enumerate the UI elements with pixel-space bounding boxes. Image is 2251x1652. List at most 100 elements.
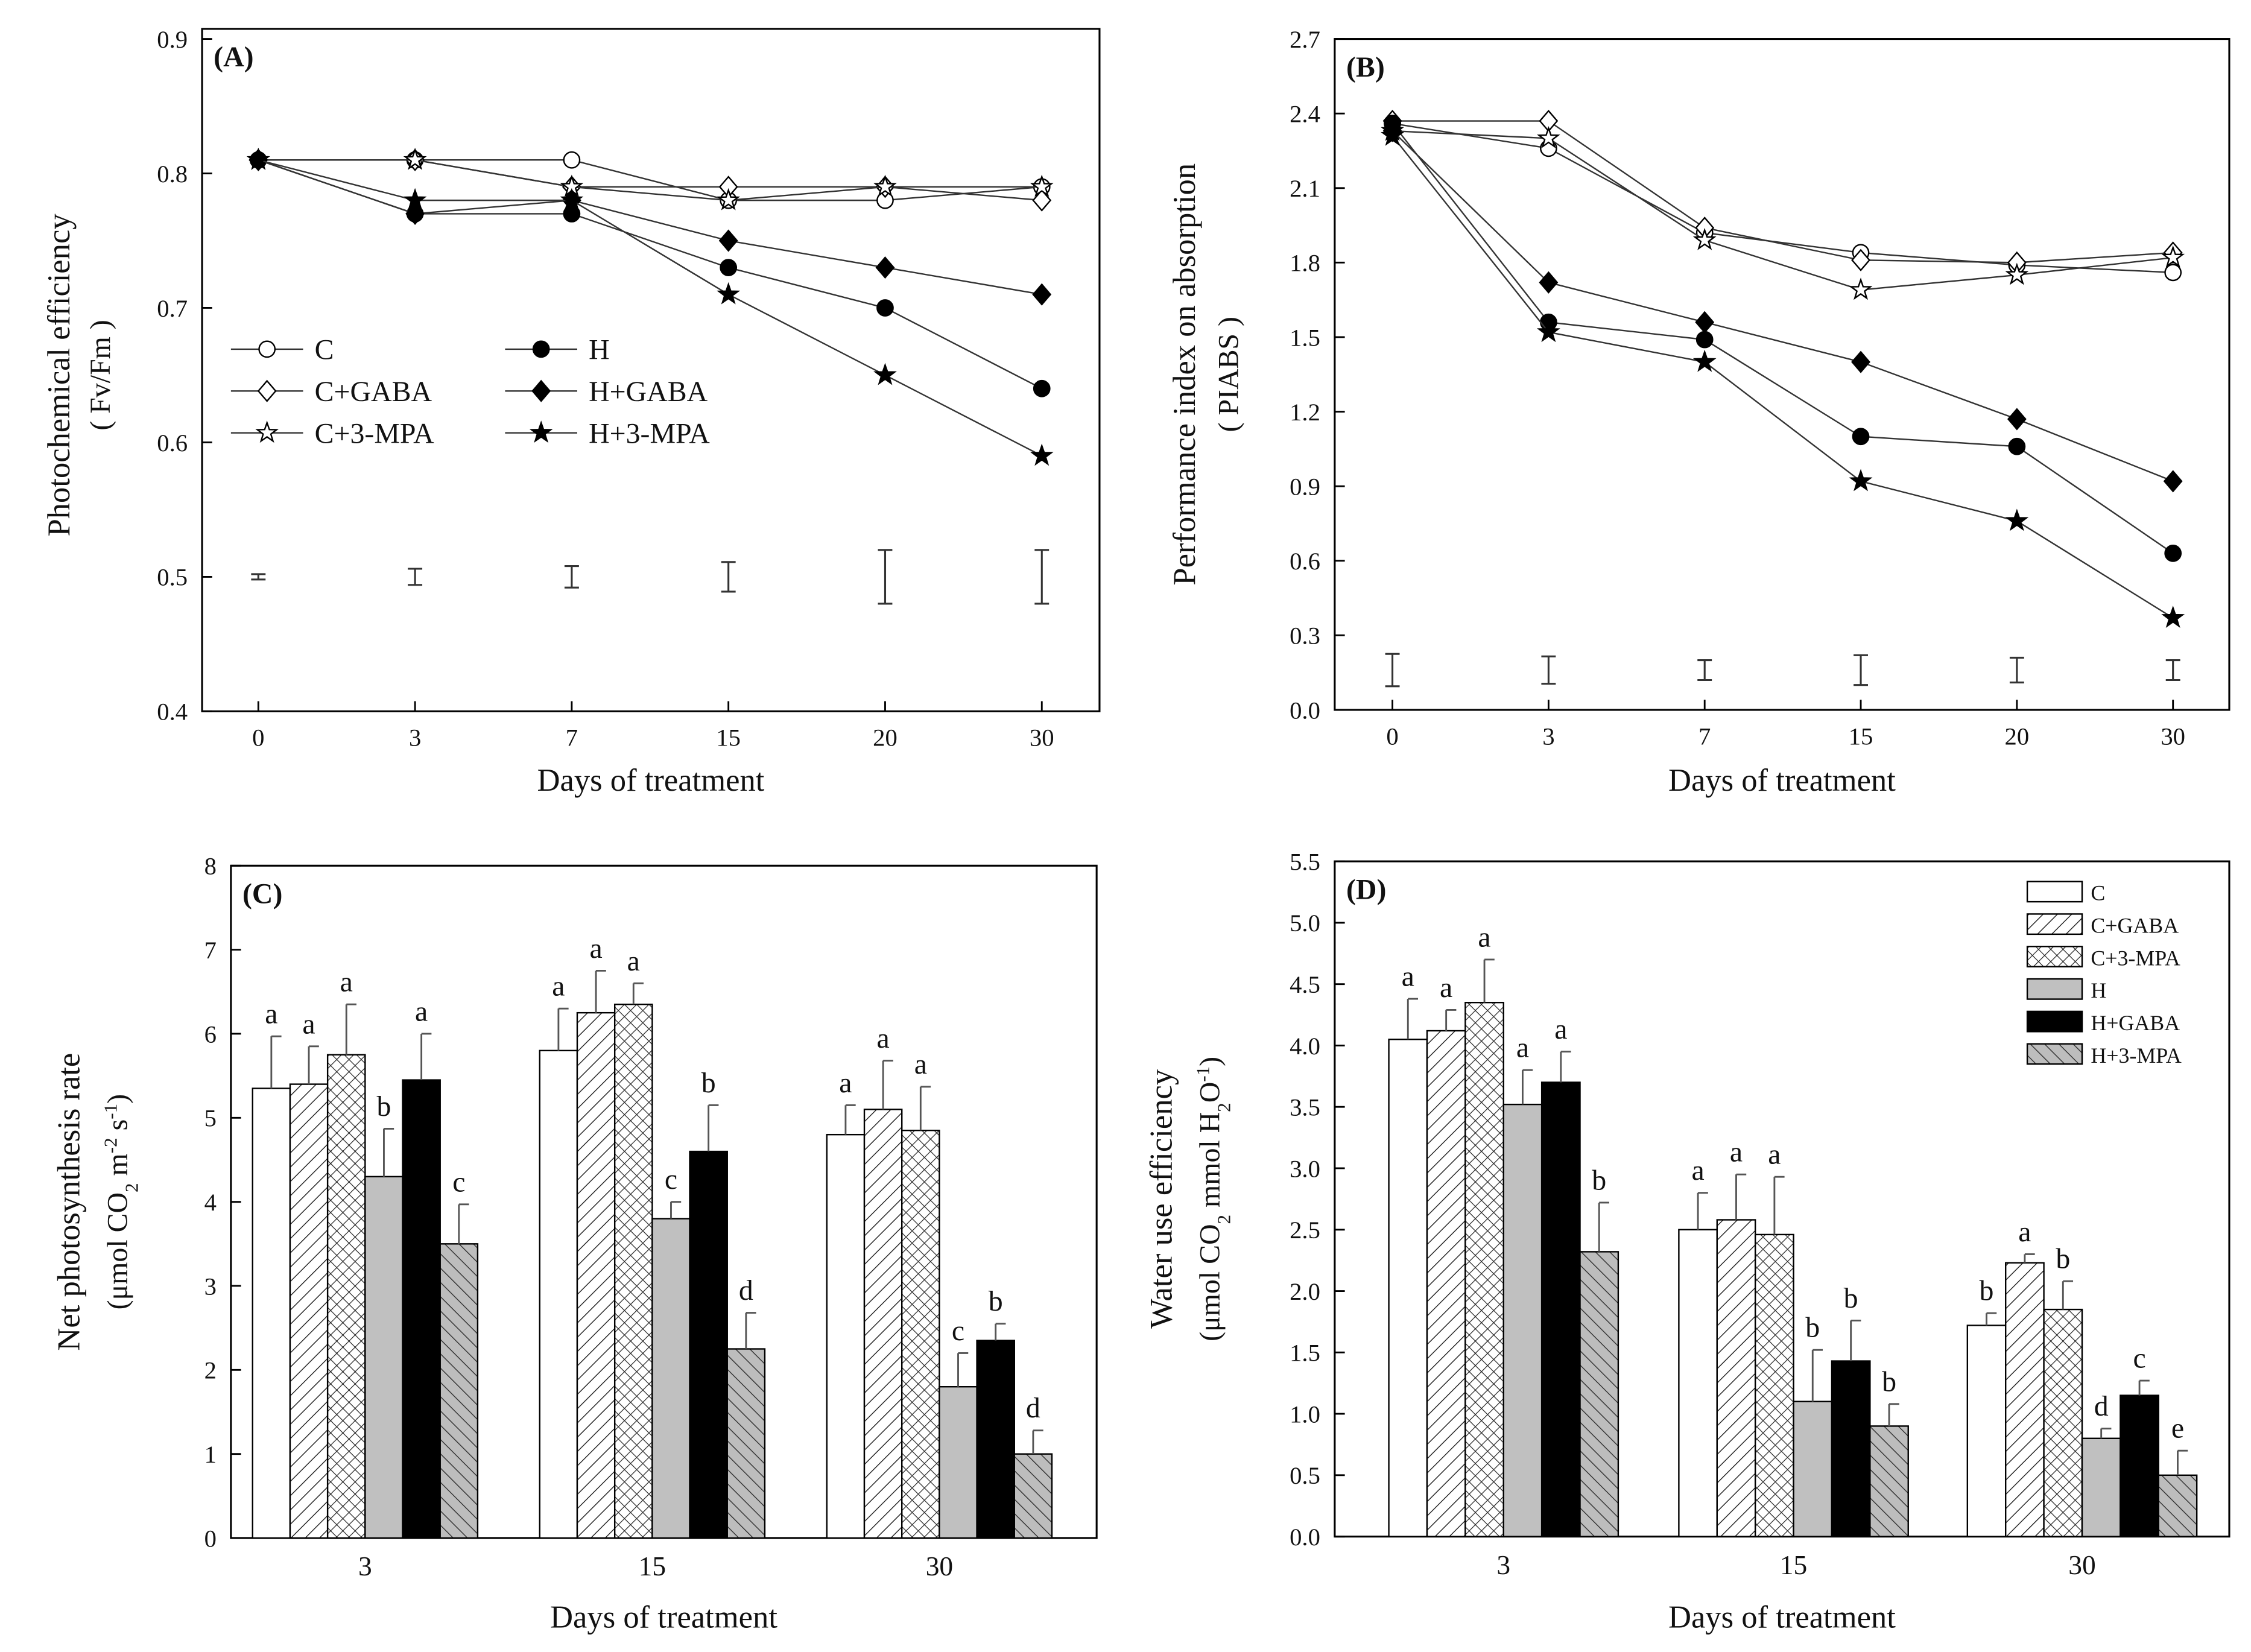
data-point — [2005, 262, 2029, 285]
x-axis-title: Days of treatment — [537, 763, 765, 798]
series-line — [1391, 130, 2174, 483]
y-tick-label: 0.7 — [157, 295, 188, 322]
series-c-gaba: aaa — [1426, 972, 2045, 1537]
y-tick-label: 0 — [204, 1525, 217, 1552]
data-point — [1030, 174, 1054, 197]
bar — [1793, 1400, 1833, 1537]
series-h — [1384, 115, 2182, 562]
error-bar — [1854, 654, 1868, 686]
x-tick-label: 15 — [716, 724, 741, 752]
data-point — [718, 229, 738, 252]
y-tick-label: 5.5 — [1290, 848, 1320, 875]
panel-b: (B) 0.0 0.3 0.6 0.9 1.2 1.5 1.8 2.1 2.4 2.7 Perform… — [1167, 26, 2230, 798]
significance-letter: d — [2094, 1390, 2109, 1422]
y-axis-units-part: 2 — [1213, 1103, 1234, 1112]
significance-letter: b — [1882, 1366, 1896, 1397]
data-point — [246, 147, 270, 170]
data-point — [2007, 408, 2027, 431]
y-tick-label: 4.0 — [1290, 1033, 1320, 1060]
data-point — [720, 259, 738, 276]
data-point — [873, 362, 897, 385]
series-c-3-mpa: aab — [1464, 921, 2083, 1537]
bar — [863, 1109, 903, 1539]
bar — [1869, 1425, 1909, 1537]
data-point — [876, 299, 894, 317]
bar — [439, 1243, 479, 1539]
bar — [651, 1218, 691, 1539]
significance-letter: a — [839, 1067, 852, 1099]
x-tick-label: 0 — [1386, 723, 1398, 750]
x-tick-label: 15 — [639, 1551, 666, 1581]
x-tick-label: 20 — [2005, 723, 2030, 750]
error-bar — [564, 565, 579, 589]
y-axis-units: ( Fv/Fm ) — [84, 320, 116, 430]
bar — [1388, 1039, 1428, 1537]
y-tick-label: 5.0 — [1290, 910, 1320, 937]
data-point — [560, 188, 584, 210]
y-axis-units-part: ( Fv/Fm ) — [84, 320, 116, 430]
y-tick-label: 1.5 — [1290, 1340, 1320, 1367]
y-axis-units-part: ) — [102, 1094, 134, 1104]
significance-letter: a — [302, 1008, 315, 1040]
significance-letter: a — [877, 1022, 890, 1054]
data-point — [1381, 123, 1404, 146]
significance-letter: a — [340, 966, 353, 998]
y-tick-label: 0.4 — [157, 698, 188, 726]
error-bar — [1034, 549, 1050, 605]
x-axis-title: Days of treatment — [1668, 1600, 1896, 1635]
x-axis-title: Days of treatment — [550, 1600, 777, 1635]
series-c — [1384, 115, 2182, 282]
significance-letter: b — [989, 1285, 1003, 1317]
y-axis-title: Water use efficiency — [1144, 1069, 1179, 1329]
y-tick-label: 2 — [204, 1357, 217, 1384]
y-tick-label: 2.4 — [1290, 101, 1320, 128]
series-line — [1392, 120, 2173, 264]
significance-letter: a — [552, 970, 565, 1002]
series-h-gaba: abc — [1540, 1013, 2159, 1537]
bar — [976, 1340, 1016, 1539]
data-point — [1536, 126, 1560, 148]
significance-letter: a — [1478, 921, 1490, 953]
y-tick-label: 1.8 — [1290, 250, 1320, 277]
data-point — [2163, 470, 2183, 493]
data-point — [1032, 189, 1052, 212]
significance-letter: a — [1768, 1139, 1781, 1171]
y-tick-label: 0.5 — [157, 564, 188, 591]
series-h: a b d — [1502, 1032, 2121, 1537]
bar — [689, 1150, 728, 1539]
bar — [1966, 1324, 2007, 1537]
y-axis-units-part: 2 — [1213, 1215, 1234, 1224]
data-point — [1695, 311, 1715, 334]
error-bar — [1697, 659, 1712, 682]
legend-marker — [258, 340, 276, 358]
panel-label: (A) — [214, 41, 253, 73]
panel-label: (C) — [242, 878, 282, 910]
bar — [2043, 1308, 2083, 1537]
y-axis-units-part: -1 — [1192, 1066, 1213, 1082]
x-tick-label: 15 — [1849, 723, 1873, 750]
bar — [613, 1004, 653, 1539]
panel-label: (B) — [1346, 51, 1385, 83]
y-tick-label: 0.6 — [1290, 548, 1320, 575]
x-tick-label: 0 — [252, 724, 264, 752]
series-h-3-mpa — [1381, 123, 2185, 628]
data-point — [403, 188, 427, 210]
x-tick-label: 30 — [926, 1551, 953, 1581]
significance-letter: b — [376, 1090, 391, 1122]
legend-swatch — [2026, 1010, 2083, 1033]
legend-swatch — [2026, 913, 2083, 935]
data-point — [1030, 443, 1054, 466]
series-h-3-mpa — [246, 147, 1054, 466]
significance-letter: b — [2056, 1243, 2070, 1275]
y-axis-title: Photochemical efficiency — [42, 214, 77, 537]
bar — [2158, 1474, 2198, 1537]
significance-letter: a — [1730, 1136, 1743, 1168]
panel-a: (A) 0.4 0.5 0.6 0.7 0.8 0.9 Photochemical effic… — [42, 26, 1101, 798]
bar — [2005, 1262, 2045, 1537]
bar — [402, 1079, 441, 1539]
series-c-3-mpa — [246, 147, 1054, 210]
x-tick-label: 3 — [358, 1551, 372, 1581]
x-tick-label: 3 — [409, 724, 421, 752]
legend-label: C+GABA — [2091, 914, 2179, 938]
series-h-gaba: a b b — [402, 995, 1016, 1539]
